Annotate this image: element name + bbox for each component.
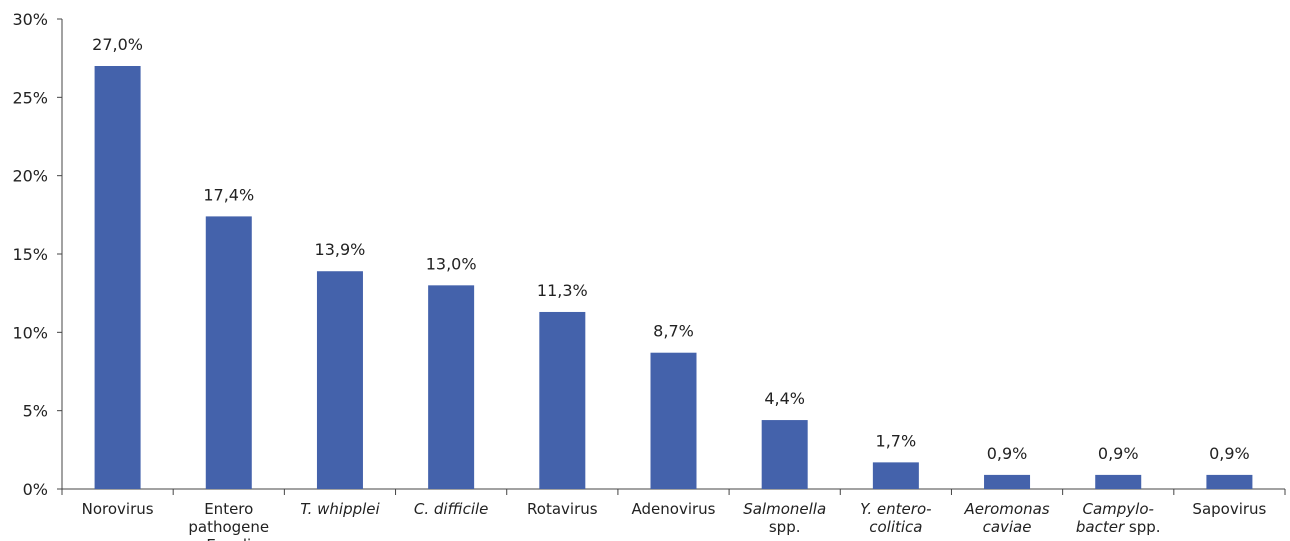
bar <box>428 285 475 489</box>
data-label: 8,7% <box>653 322 694 341</box>
y-tick-label: 30% <box>12 10 48 29</box>
bars-group <box>94 66 1253 489</box>
bar <box>1206 474 1253 489</box>
data-label: 1,7% <box>876 431 917 450</box>
bar <box>94 66 141 489</box>
data-label: 11,3% <box>537 281 588 300</box>
category-label: Norovirus <box>82 500 154 518</box>
category-label: Aeromonas <box>963 500 1049 518</box>
category-label: colitica <box>869 518 922 536</box>
x-axis <box>61 488 1286 495</box>
category-label: T. whipplei <box>300 500 380 518</box>
category-label: pathogene <box>188 518 269 536</box>
category-label: E. coli <box>206 536 251 541</box>
category-label: bacter spp. <box>1076 518 1161 536</box>
category-label: Salmonella <box>743 500 826 518</box>
data-label: 0,9% <box>1098 444 1139 463</box>
y-tick-label: 0% <box>23 480 48 499</box>
category-label: caviae <box>983 518 1032 536</box>
bar <box>984 474 1031 489</box>
data-label: 13,0% <box>426 254 477 273</box>
y-axis: 0% 5% 10% 15% 20% 25% 30% <box>12 10 63 499</box>
bar <box>539 311 586 489</box>
bar <box>761 420 808 489</box>
data-label: 17,4% <box>203 185 254 204</box>
category-labels-group: Norovirus EnteropathogeneE. coli T. whippl… <box>82 500 1267 541</box>
category-label: Entero <box>204 500 253 518</box>
data-label: 0,9% <box>1209 444 1250 463</box>
category-label: C. difficile <box>414 500 489 518</box>
category-label: Sapovirus <box>1192 500 1266 518</box>
category-label: Rotavirus <box>527 500 598 518</box>
bar <box>650 352 697 489</box>
bar <box>872 462 919 489</box>
data-labels-group: 27,0% 17,4% 13,9% 13,0% 11,3% 8,7% 4,4% 1,7% 0,9… <box>92 35 1250 463</box>
data-label: 4,4% <box>764 389 805 408</box>
y-tick-label: 25% <box>12 88 48 107</box>
bar <box>316 271 363 489</box>
bar <box>205 216 252 489</box>
y-tick-label: 5% <box>23 402 48 421</box>
category-label: spp. <box>769 518 801 536</box>
y-tick-label: 10% <box>12 323 48 342</box>
category-label: Y. entero- <box>860 500 931 518</box>
bar <box>1095 474 1142 489</box>
y-tick-label: 15% <box>12 245 48 264</box>
data-label: 13,9% <box>315 240 366 259</box>
category-label: Campylo- <box>1083 500 1154 518</box>
y-tick-label: 20% <box>12 167 48 186</box>
category-label: Adenovirus <box>632 500 716 518</box>
data-label: 0,9% <box>987 444 1028 463</box>
data-label: 27,0% <box>92 35 143 54</box>
